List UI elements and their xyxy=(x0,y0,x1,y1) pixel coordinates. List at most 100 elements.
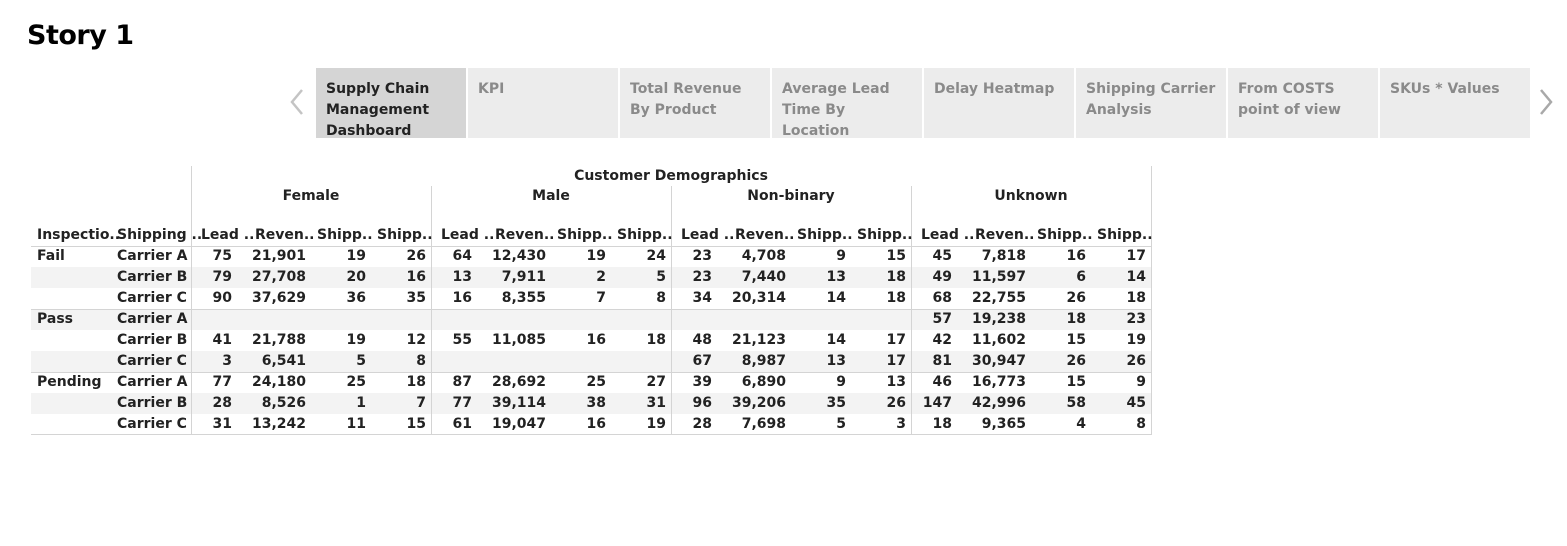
table-cell: 58 xyxy=(1066,395,1086,411)
table-cell: 5 xyxy=(356,353,366,369)
inspection-label: Pending xyxy=(37,374,102,390)
table-cell: 5 xyxy=(656,269,666,285)
table-cell: 45 xyxy=(932,248,952,264)
table-cell: 87 xyxy=(452,374,472,390)
table-cell: 7,440 xyxy=(741,269,786,285)
table-cell: 26 xyxy=(406,248,426,264)
tab-costs-point-of-view[interactable]: From COSTS point of view xyxy=(1228,68,1378,138)
table-cell: 18 xyxy=(886,290,906,306)
table-cell: 37,629 xyxy=(251,290,306,306)
table-cell: 7 xyxy=(416,395,426,411)
row-header-inspection: Inspectio.. xyxy=(37,227,121,243)
table-cell: 81 xyxy=(932,353,952,369)
table-cell: 18 xyxy=(1066,311,1086,327)
measure-header: Lead .. xyxy=(681,227,735,243)
table-cell: 77 xyxy=(212,374,232,390)
table-cell: 28,692 xyxy=(491,374,546,390)
table-cell: 19 xyxy=(646,416,666,432)
table-cell: 9 xyxy=(836,374,846,390)
table-cell: 24,180 xyxy=(251,374,306,390)
table-cell: 19 xyxy=(1126,332,1146,348)
carrier-label: Carrier C xyxy=(117,353,187,369)
table-cell: 34 xyxy=(692,290,712,306)
table-cell: 18 xyxy=(1126,290,1146,306)
row-band xyxy=(31,351,1152,372)
table-cell: 42,996 xyxy=(971,395,1026,411)
chevron-right-icon[interactable] xyxy=(1536,86,1556,118)
group-header: Male xyxy=(532,188,570,204)
table-cell: 13 xyxy=(452,269,472,285)
table-cell: 19 xyxy=(586,248,606,264)
table-cell: 67 xyxy=(692,353,712,369)
chevron-left-icon[interactable] xyxy=(288,86,308,118)
table-cell: 14 xyxy=(826,332,846,348)
table-cell: 17 xyxy=(1126,248,1146,264)
story-tabs: Supply Chain Management Dashboard KPI To… xyxy=(316,68,1530,138)
tab-total-revenue-by-product[interactable]: Total Revenue By Product xyxy=(620,68,770,138)
table-cell: 39,206 xyxy=(731,395,786,411)
measure-header: Shipp.. xyxy=(857,227,913,243)
tab-delay-heatmap[interactable]: Delay Heatmap xyxy=(924,68,1074,138)
table-cell: 16 xyxy=(406,269,426,285)
table-cell: 7 xyxy=(596,290,606,306)
table-cell: 21,788 xyxy=(251,332,306,348)
table-cell: 27 xyxy=(646,374,666,390)
table-cell: 35 xyxy=(826,395,846,411)
measure-header: Reven.. xyxy=(495,227,555,243)
carrier-label: Carrier B xyxy=(117,332,188,348)
table-cell: 42 xyxy=(932,332,952,348)
table-cell: 12 xyxy=(406,332,426,348)
table-cell: 77 xyxy=(452,395,472,411)
measure-header: Lead .. xyxy=(441,227,495,243)
table-cell: 24 xyxy=(646,248,666,264)
table-cell: 20,314 xyxy=(731,290,786,306)
table-cell: 26 xyxy=(1126,353,1146,369)
table-cell: 36 xyxy=(346,290,366,306)
carrier-label: Carrier A xyxy=(117,374,188,390)
measure-header: Reven.. xyxy=(255,227,315,243)
tab-supply-chain-dashboard[interactable]: Supply Chain Management Dashboard xyxy=(316,68,466,138)
table-cell: 96 xyxy=(692,395,712,411)
table-cell: 22,755 xyxy=(971,290,1026,306)
measure-header: Shipp.. xyxy=(617,227,673,243)
story-title: Story 1 xyxy=(27,20,134,51)
table-cell: 147 xyxy=(922,395,952,411)
grid-line xyxy=(1151,166,1152,435)
table-cell: 13 xyxy=(886,374,906,390)
carrier-label: Carrier A xyxy=(117,248,188,264)
tab-skus-values[interactable]: SKUs * Values xyxy=(1380,68,1530,138)
table-cell: 15 xyxy=(406,416,426,432)
table-cell: 15 xyxy=(1066,332,1086,348)
tab-shipping-carrier-analysis[interactable]: Shipping Carrier Analysis xyxy=(1076,68,1226,138)
grid-line xyxy=(31,372,1152,373)
table-cell: 13 xyxy=(826,353,846,369)
table-cell: 38 xyxy=(586,395,606,411)
grid-line xyxy=(31,309,1152,310)
row-header-shipping: Shipping .. xyxy=(117,227,203,243)
table-cell: 7,818 xyxy=(981,248,1026,264)
carrier-label: Carrier A xyxy=(117,311,188,327)
grid-line xyxy=(191,166,192,435)
inspection-label: Fail xyxy=(37,248,65,264)
table-cell: 16,773 xyxy=(971,374,1026,390)
measure-header: Shipp.. xyxy=(377,227,433,243)
table-cell: 6,541 xyxy=(261,353,306,369)
table-cell: 15 xyxy=(1066,374,1086,390)
table-cell: 7,698 xyxy=(741,416,786,432)
grid-line xyxy=(31,246,1152,247)
carrier-label: Carrier C xyxy=(117,416,187,432)
table-cell: 25 xyxy=(586,374,606,390)
table-cell: 17 xyxy=(886,353,906,369)
table-cell: 49 xyxy=(932,269,952,285)
table-cell: 35 xyxy=(406,290,426,306)
table-cell: 8,987 xyxy=(741,353,786,369)
tab-kpi[interactable]: KPI xyxy=(468,68,618,138)
row-band xyxy=(31,393,1152,414)
table-cell: 13,242 xyxy=(251,416,306,432)
table-cell: 16 xyxy=(586,416,606,432)
table-cell: 23 xyxy=(692,248,712,264)
measure-header: Reven.. xyxy=(975,227,1035,243)
table-cell: 18 xyxy=(406,374,426,390)
table-cell: 25 xyxy=(346,374,366,390)
tab-average-lead-time-by-location[interactable]: Average Lead Time By Location xyxy=(772,68,922,138)
